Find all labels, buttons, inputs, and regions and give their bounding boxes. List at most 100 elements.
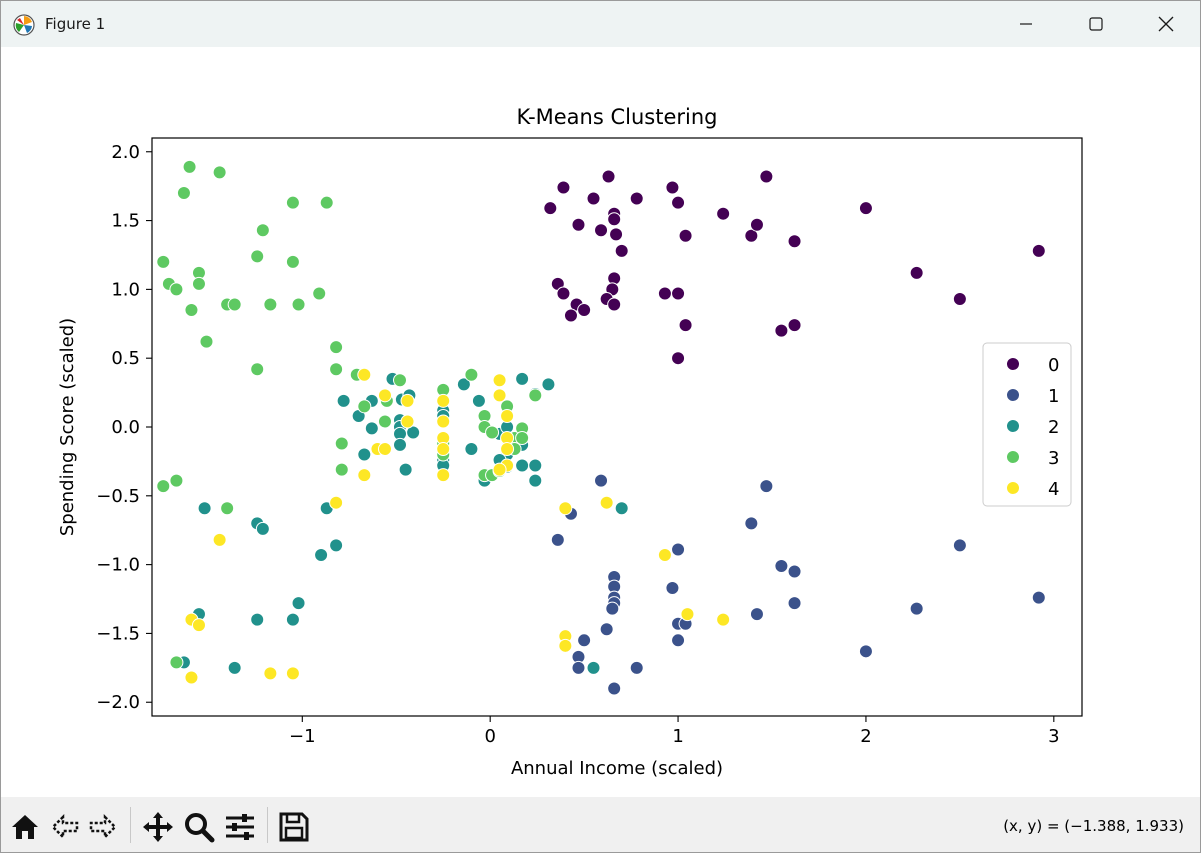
data-point-cluster-0 — [909, 265, 924, 280]
legend-marker-1 — [1006, 388, 1020, 402]
data-point-cluster-3 — [515, 431, 530, 446]
data-point-cluster-4 — [357, 367, 372, 382]
data-point-cluster-1 — [909, 601, 924, 616]
data-point-cluster-3 — [393, 373, 407, 388]
data-point-cluster-0 — [749, 217, 764, 232]
data-point-cluster-0 — [774, 323, 789, 338]
x-axis: −1 0 1 2 3 — [289, 716, 1060, 747]
data-point-cluster-0 — [671, 195, 686, 210]
data-point-cluster-1 — [607, 681, 622, 696]
data-point-cluster-0 — [614, 243, 629, 258]
data-point-cluster-4 — [436, 442, 451, 457]
y-tick-label: 0.0 — [111, 417, 140, 438]
data-point-cluster-0 — [1031, 243, 1046, 258]
x-tick-label: 2 — [860, 726, 871, 747]
data-point-cluster-4 — [263, 666, 278, 681]
maximize-button[interactable] — [1073, 1, 1119, 47]
data-point-cluster-3 — [169, 282, 184, 297]
x-axis-label: Annual Income (scaled) — [511, 758, 723, 779]
data-point-cluster-3 — [263, 297, 278, 312]
pan-button[interactable] — [140, 809, 176, 845]
data-point-cluster-3 — [329, 362, 344, 377]
data-point-cluster-0 — [601, 169, 616, 184]
data-point-cluster-2 — [528, 473, 543, 488]
save-button[interactable] — [276, 809, 312, 845]
data-point-cluster-2 — [406, 425, 421, 440]
data-point-cluster-0 — [678, 318, 693, 333]
data-point-cluster-1 — [787, 596, 802, 611]
data-point-cluster-2 — [250, 612, 265, 627]
data-point-cluster-3 — [184, 303, 199, 318]
x-tick-label: −1 — [289, 726, 316, 747]
data-point-cluster-4 — [716, 612, 731, 627]
home-icon — [12, 815, 38, 839]
data-point-cluster-2 — [329, 538, 344, 553]
data-point-cluster-2 — [541, 377, 556, 392]
data-point-cluster-1 — [774, 558, 789, 573]
data-point-cluster-4 — [500, 408, 515, 423]
data-point-cluster-0 — [543, 201, 558, 216]
legend-label-2: 2 — [1048, 417, 1059, 438]
y-tick-label: −0.5 — [96, 486, 140, 507]
data-point-cluster-2 — [515, 371, 530, 386]
data-point-cluster-3 — [285, 195, 300, 210]
close-button[interactable] — [1143, 1, 1189, 47]
home-button[interactable] — [7, 809, 43, 845]
forward-button[interactable] — [85, 809, 121, 845]
data-point-cluster-3 — [250, 249, 265, 264]
y-tick-label: 2.0 — [111, 142, 140, 163]
data-point-cluster-2 — [285, 612, 300, 627]
minimize-button[interactable] — [1003, 1, 1049, 47]
data-point-cluster-2 — [456, 377, 471, 392]
back-button[interactable] — [47, 809, 83, 845]
data-point-cluster-0 — [952, 292, 967, 307]
data-point-cluster-4 — [599, 495, 614, 510]
data-point-cluster-2 — [398, 462, 413, 477]
data-point-cluster-3 — [156, 479, 171, 494]
zoom-button[interactable] — [181, 809, 217, 845]
scatter-points — [156, 159, 1046, 696]
data-point-cluster-4 — [558, 501, 573, 516]
data-point-cluster-2 — [471, 393, 486, 408]
data-point-cluster-4 — [184, 670, 199, 685]
data-point-cluster-1 — [629, 660, 644, 675]
data-point-cluster-3 — [199, 334, 214, 349]
data-point-cluster-3 — [255, 223, 270, 238]
forward-arrow-icon — [89, 813, 117, 841]
data-point-cluster-4 — [436, 393, 451, 408]
data-point-cluster-3 — [227, 297, 242, 312]
data-point-cluster-0 — [586, 191, 601, 206]
data-point-cluster-3 — [176, 186, 191, 201]
data-point-cluster-4 — [400, 414, 415, 429]
data-point-cluster-4 — [329, 495, 344, 510]
data-point-cluster-4 — [558, 638, 573, 653]
data-point-cluster-4 — [400, 393, 415, 408]
minimize-icon — [1020, 23, 1032, 25]
data-point-cluster-2 — [357, 447, 372, 462]
data-point-cluster-0 — [594, 223, 609, 238]
data-point-cluster-0 — [556, 180, 571, 195]
data-point-cluster-0 — [556, 286, 571, 301]
data-point-cluster-3 — [250, 362, 265, 377]
data-point-cluster-0 — [577, 303, 592, 318]
y-tick-label: 1.0 — [111, 279, 140, 300]
data-point-cluster-3 — [156, 254, 171, 269]
data-point-cluster-3 — [485, 425, 500, 440]
data-point-cluster-1 — [952, 538, 967, 553]
data-point-cluster-0 — [671, 286, 686, 301]
data-point-cluster-1 — [550, 532, 565, 547]
data-point-cluster-3 — [319, 195, 334, 210]
navigation-toolbar: (x, y) = (−1.388, 1.933) — [1, 797, 1200, 852]
configure-subplots-button[interactable] — [222, 809, 258, 845]
data-point-cluster-3 — [291, 297, 306, 312]
data-point-cluster-0 — [571, 217, 586, 232]
data-point-cluster-4 — [492, 462, 507, 477]
figure-canvas[interactable]: K-Means Clustering −1 0 1 2 3 −2.0 −1.5 −1.0 −0… — [1, 47, 1200, 797]
data-point-cluster-1 — [787, 564, 802, 579]
close-icon — [1158, 16, 1174, 32]
data-point-cluster-3 — [357, 399, 372, 414]
data-point-cluster-2 — [227, 660, 242, 675]
data-point-cluster-0 — [787, 234, 802, 249]
data-point-cluster-2 — [336, 393, 351, 408]
data-point-cluster-3 — [169, 473, 184, 488]
